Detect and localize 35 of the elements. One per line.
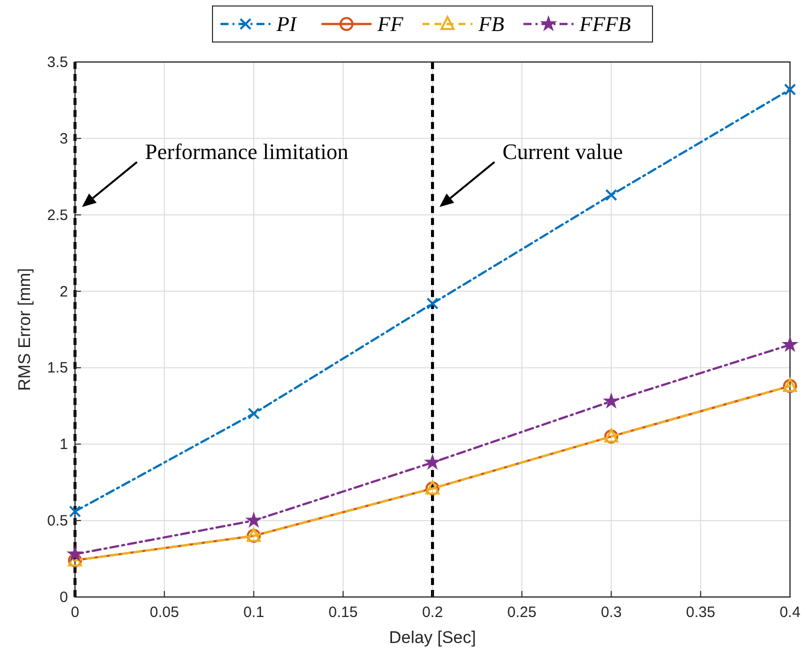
legend-label: FB bbox=[478, 12, 504, 36]
point bbox=[68, 546, 82, 561]
y-tick-label: 2.5 bbox=[47, 206, 68, 224]
point bbox=[246, 512, 262, 527]
x-tick-label: 0.15 bbox=[328, 604, 358, 621]
x-tick-label: 0.05 bbox=[150, 604, 179, 621]
y-tick-label: 1 bbox=[60, 436, 68, 454]
x-tick-label: 0.2 bbox=[422, 604, 443, 621]
x-tick-label: 0.35 bbox=[686, 604, 716, 621]
point bbox=[426, 298, 438, 310]
y-axis-title: RMS Error [mm] bbox=[15, 268, 34, 391]
x-tick-label: 0.4 bbox=[780, 604, 800, 621]
y-tick-label: 3.5 bbox=[47, 54, 68, 71]
y-tick-label: 3 bbox=[60, 130, 68, 148]
x-axis-title: Delay [Sec] bbox=[389, 628, 476, 647]
annotation: Performance limitation bbox=[145, 139, 348, 164]
x-tick-label: 0.3 bbox=[600, 604, 622, 621]
x-tick-label: 0.25 bbox=[507, 604, 536, 621]
point bbox=[784, 84, 796, 96]
annotation: Current value bbox=[502, 139, 623, 164]
y-tick-label: 2 bbox=[60, 283, 68, 300]
point bbox=[69, 505, 81, 518]
legend-label: PI bbox=[276, 12, 298, 36]
legend-label: FFFB bbox=[578, 12, 631, 36]
y-tick-label: 0 bbox=[60, 589, 68, 606]
point bbox=[604, 394, 619, 408]
point bbox=[248, 408, 260, 420]
point bbox=[605, 188, 618, 201]
y-tick-label: 0.5 bbox=[47, 512, 68, 530]
legend-label: FF bbox=[376, 12, 404, 36]
point bbox=[782, 336, 798, 352]
x-tick-label: 0 bbox=[70, 604, 80, 621]
point bbox=[425, 454, 440, 469]
x-tick-label: 0.1 bbox=[243, 604, 264, 621]
y-tick-label: 1.5 bbox=[47, 360, 68, 377]
